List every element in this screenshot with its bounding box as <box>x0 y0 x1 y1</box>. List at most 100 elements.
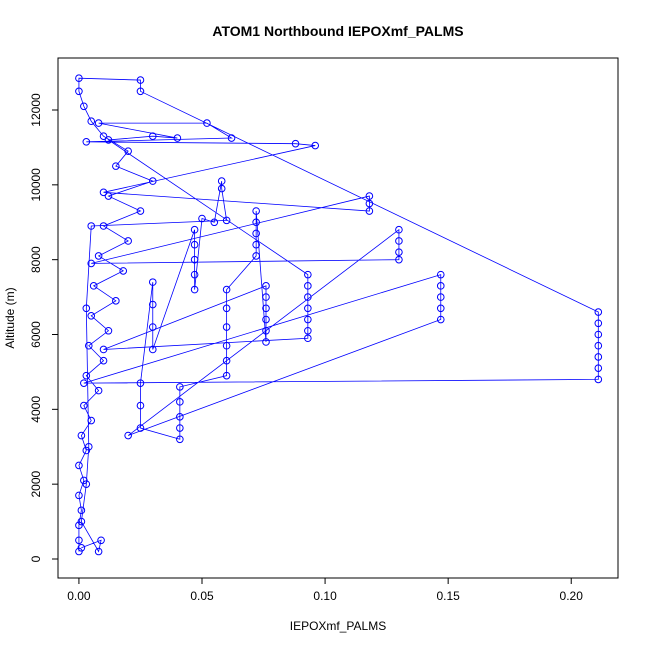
data-point <box>176 435 184 444</box>
data-point <box>176 424 184 432</box>
data-point <box>99 356 108 365</box>
data-point <box>87 259 96 268</box>
data-point <box>82 446 91 455</box>
data-point <box>222 304 231 313</box>
data-point <box>222 323 231 331</box>
data-point <box>112 297 120 305</box>
data-point <box>173 134 182 142</box>
data-point <box>148 300 157 309</box>
chart-title: ATOM1 Northbound IEPOXmf_PALMS <box>212 23 463 39</box>
data-point <box>594 330 603 339</box>
data-point <box>190 270 199 279</box>
x-tick-label: 0.15 <box>436 589 460 603</box>
data-point <box>84 442 93 451</box>
data-point <box>80 401 88 410</box>
data-point <box>262 315 270 324</box>
data-point <box>112 162 120 170</box>
data-point <box>136 379 145 387</box>
y-tick-label: 2000 <box>29 470 43 497</box>
data-point <box>87 311 96 320</box>
data-point <box>262 293 270 301</box>
data-point <box>252 207 260 215</box>
data-point <box>148 345 157 354</box>
y-tick-label: 10000 <box>29 168 43 202</box>
data-point <box>304 315 312 324</box>
data-point <box>82 480 91 488</box>
data-point <box>304 270 312 279</box>
data-point <box>97 536 105 545</box>
data-point <box>304 334 312 343</box>
data-point <box>436 293 445 301</box>
data-point <box>119 267 128 275</box>
data-point <box>124 237 132 245</box>
data-point <box>124 147 132 155</box>
data-point <box>75 491 83 500</box>
data-point <box>365 207 374 215</box>
data-point <box>75 87 83 96</box>
data-point <box>87 117 96 126</box>
data-point <box>75 521 83 530</box>
data-point <box>262 282 270 290</box>
data-point <box>222 285 231 294</box>
data-point <box>436 270 445 279</box>
data-point <box>75 547 83 556</box>
y-tick-label: 8000 <box>29 246 43 273</box>
data-point <box>262 304 270 313</box>
data-point <box>99 132 108 140</box>
data-point <box>82 371 91 380</box>
data-point <box>252 252 260 260</box>
data-point <box>176 383 184 391</box>
data-point <box>365 192 374 200</box>
data-point <box>82 304 91 313</box>
data-point <box>77 506 86 515</box>
data-point <box>190 285 199 294</box>
data-point <box>80 102 88 111</box>
data-point <box>594 353 603 361</box>
y-tick-label: 6000 <box>29 321 43 348</box>
data-point <box>176 413 184 421</box>
data-point <box>436 282 445 290</box>
data-point <box>136 424 145 432</box>
data-point <box>82 138 91 146</box>
plot-frame <box>57 57 619 579</box>
data-point <box>77 431 86 440</box>
x-tick-label: 0.20 <box>560 589 584 603</box>
data-point <box>75 74 83 83</box>
data-point <box>94 547 103 556</box>
data-point <box>124 431 132 440</box>
data-point <box>77 543 86 552</box>
data-point <box>252 229 260 238</box>
data-point <box>87 222 96 230</box>
data-point <box>365 199 374 208</box>
data-point <box>99 345 108 354</box>
data-point <box>291 139 300 148</box>
data-point <box>395 255 403 264</box>
x-tick-label: 0.05 <box>190 589 214 603</box>
data-point <box>217 177 226 185</box>
data-point <box>190 225 199 234</box>
data-point <box>594 308 603 316</box>
data-point <box>203 119 211 127</box>
x-axis-label: IEPOXmf_PALMS <box>290 619 386 633</box>
data-point <box>210 218 219 227</box>
data-point <box>304 282 312 290</box>
data-point <box>176 398 184 406</box>
data-point <box>436 304 445 313</box>
data-point <box>84 341 93 350</box>
data-point <box>304 326 312 335</box>
data-point <box>190 255 199 264</box>
data-point <box>148 323 157 331</box>
data-point <box>222 371 231 380</box>
data-point <box>222 341 231 350</box>
data-point <box>395 225 403 234</box>
data-point <box>227 134 236 142</box>
data-point <box>104 136 113 144</box>
data-point <box>136 207 145 215</box>
data-point <box>104 326 113 335</box>
data-point <box>252 240 260 249</box>
data-point <box>252 218 260 227</box>
data-point <box>104 192 113 200</box>
data-point <box>136 87 145 96</box>
data-point <box>136 401 145 410</box>
